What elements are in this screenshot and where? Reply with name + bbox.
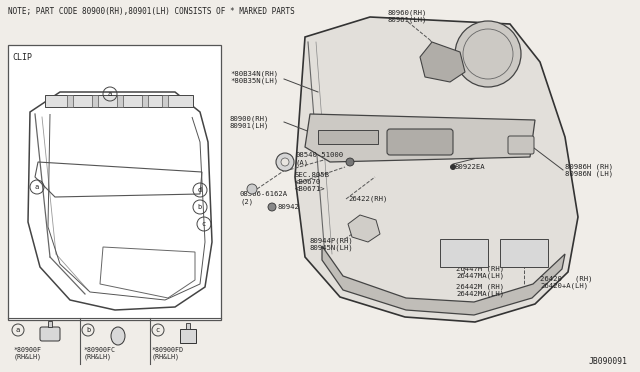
- Circle shape: [346, 158, 354, 166]
- Bar: [162, 95, 168, 107]
- Polygon shape: [305, 114, 535, 162]
- Text: SEC.805B
<B0670
<B0671>: SEC.805B <B0670 <B0671>: [295, 172, 330, 192]
- Bar: [92, 95, 98, 107]
- Bar: [318, 130, 378, 144]
- Circle shape: [247, 184, 257, 194]
- Text: a: a: [16, 327, 20, 333]
- Circle shape: [276, 153, 294, 171]
- FancyBboxPatch shape: [180, 329, 196, 343]
- Text: NOTE; PART CODE 80900(RH),80901(LH) CONSISTS OF * MARKED PARTS: NOTE; PART CODE 80900(RH),80901(LH) CONS…: [8, 7, 295, 16]
- Bar: [67, 95, 73, 107]
- FancyBboxPatch shape: [508, 136, 534, 154]
- Text: 26442M (RH)
26442MA(LH): 26442M (RH) 26442MA(LH): [456, 283, 504, 297]
- Text: c: c: [202, 221, 206, 227]
- Text: d: d: [198, 187, 202, 193]
- Text: b: b: [86, 327, 90, 333]
- Ellipse shape: [111, 327, 125, 345]
- Text: *80B34N(RH)
*80B35N(LH): *80B34N(RH) *80B35N(LH): [230, 70, 278, 84]
- Text: 80986H (RH)
80986N (LH): 80986H (RH) 80986N (LH): [565, 163, 613, 177]
- Bar: [142, 95, 148, 107]
- Text: a: a: [35, 184, 39, 190]
- Bar: [117, 95, 123, 107]
- Text: 26447M (RH)
26447MA(LH): 26447M (RH) 26447MA(LH): [456, 265, 504, 279]
- Bar: [440, 239, 488, 267]
- Text: a: a: [108, 91, 112, 97]
- Circle shape: [281, 158, 289, 166]
- Text: *80900F
(RH&LH): *80900F (RH&LH): [14, 346, 42, 360]
- Circle shape: [268, 203, 276, 211]
- Text: b: b: [198, 204, 202, 210]
- Text: *80900FD
(RH&LH): *80900FD (RH&LH): [152, 346, 184, 360]
- Circle shape: [450, 164, 456, 170]
- Text: 80944P(RH)
80945N(LH): 80944P(RH) 80945N(LH): [310, 237, 354, 251]
- FancyBboxPatch shape: [40, 327, 60, 341]
- Text: CLIP: CLIP: [12, 53, 32, 62]
- Bar: [45, 95, 193, 107]
- Bar: [8, 45, 221, 320]
- FancyBboxPatch shape: [387, 129, 453, 155]
- Polygon shape: [295, 17, 578, 322]
- Text: 08540-51000
(A): 08540-51000 (A): [296, 152, 344, 166]
- Text: 80922EA: 80922EA: [455, 164, 486, 170]
- Polygon shape: [322, 246, 565, 315]
- Polygon shape: [420, 42, 465, 82]
- Bar: [48, 321, 52, 327]
- Text: 80900(RH)
80901(LH): 80900(RH) 80901(LH): [230, 115, 269, 129]
- Text: JB090091: JB090091: [589, 357, 628, 366]
- Text: 08566-6162A
(2): 08566-6162A (2): [240, 191, 288, 205]
- Text: 26422(RH): 26422(RH): [348, 196, 387, 202]
- Text: *80900FC
(RH&LH): *80900FC (RH&LH): [84, 346, 116, 360]
- Bar: [186, 323, 190, 329]
- Text: 80960(RH)
80961(LH): 80960(RH) 80961(LH): [388, 9, 428, 23]
- Polygon shape: [348, 215, 380, 242]
- Text: 80942: 80942: [278, 204, 300, 210]
- Text: c: c: [156, 327, 160, 333]
- Circle shape: [455, 21, 521, 87]
- Bar: [500, 239, 548, 267]
- Text: 26420   (RH)
26420+A(LH): 26420 (RH) 26420+A(LH): [540, 275, 593, 289]
